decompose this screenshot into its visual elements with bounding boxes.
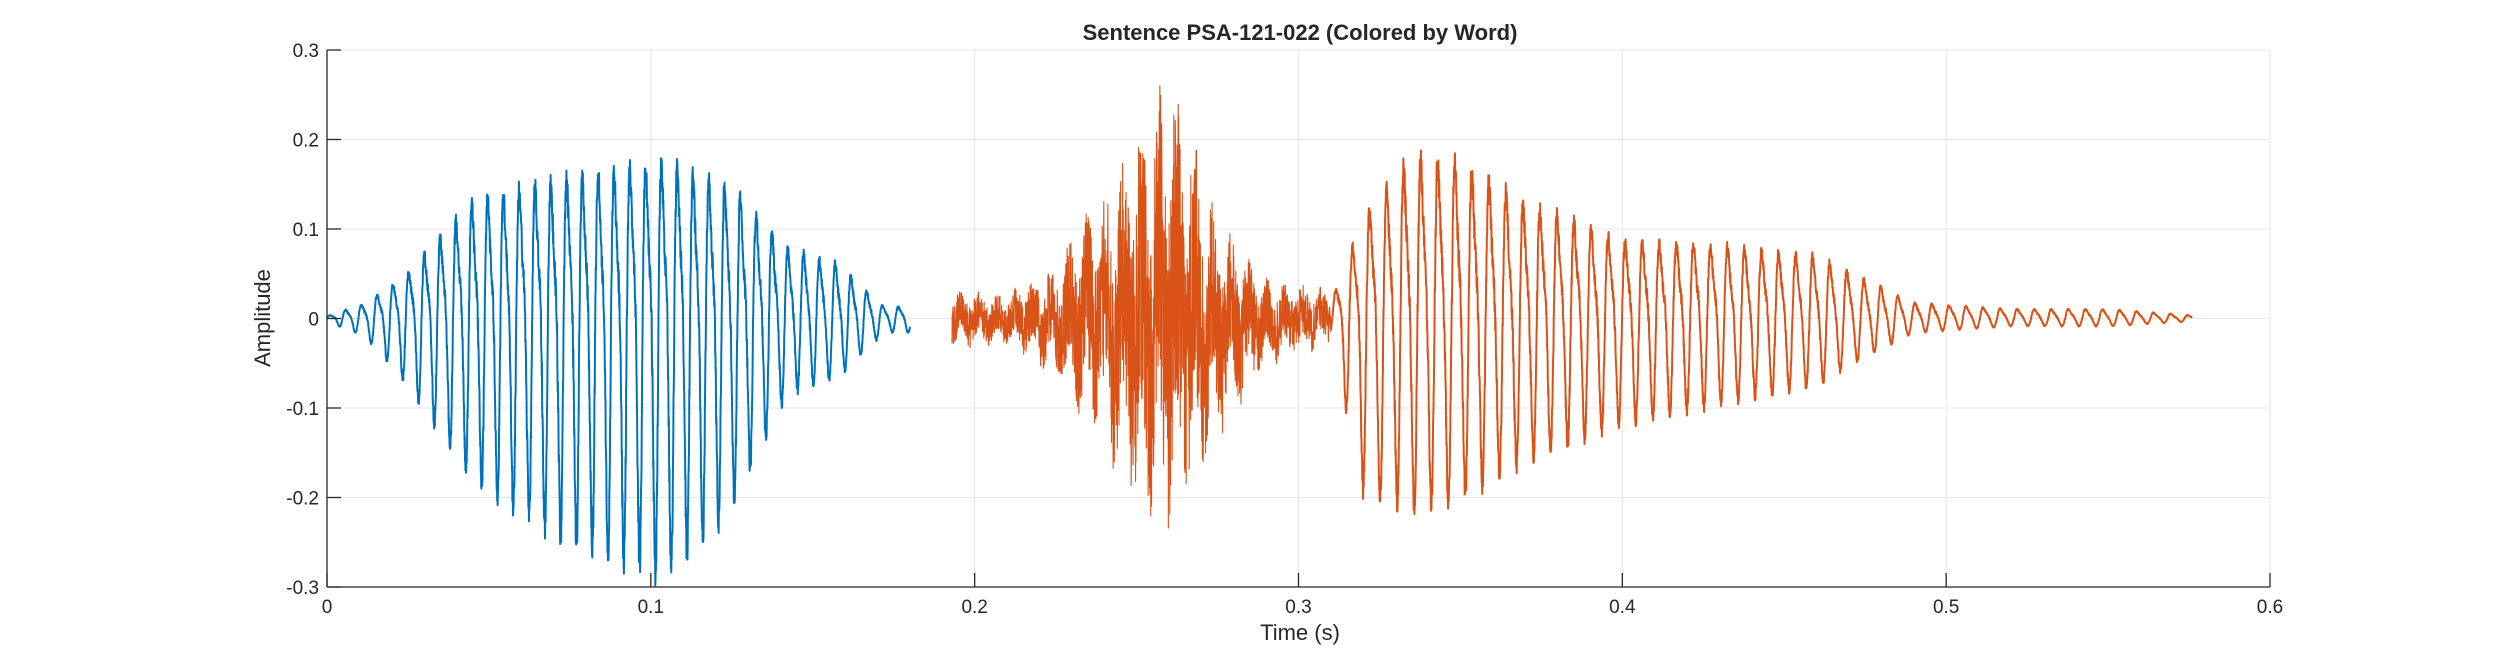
waveforms <box>326 85 2194 587</box>
y-axis-label: Amplitude <box>250 269 275 367</box>
x-axis-label: Time (s) <box>1260 620 1340 645</box>
y-tick-label: 0.3 <box>293 41 319 62</box>
waveform-series-2-segment-2 <box>1329 149 2194 516</box>
y-tick-label: 0.2 <box>293 131 319 152</box>
x-tick-label: 0.6 <box>2257 597 2283 618</box>
y-tick-label: 0 <box>308 310 319 331</box>
y-tick-label: -0.1 <box>286 399 319 420</box>
ticks: 0 0.1 0.2 0.3 0.4 0.5 0.6 -0.3 -0.2 -0.1 0 0.1 0.2 0.… <box>286 41 2283 618</box>
y-tick-label: 0.1 <box>293 220 319 241</box>
y-tick-label: -0.3 <box>286 578 319 599</box>
x-tick-label: 0.3 <box>1285 597 1311 618</box>
waveform-series-1-segment-1 <box>326 157 911 587</box>
x-tick-label: 0.5 <box>1933 597 1959 618</box>
chart-title: Sentence PSA-121-022 (Colored by Word) <box>1083 20 1518 45</box>
x-tick-label: 0.1 <box>638 597 664 618</box>
x-tick-label: 0.4 <box>1609 597 1636 618</box>
waveform-series-2-segment-1 <box>951 85 1332 529</box>
y-tick-label: -0.2 <box>286 489 319 510</box>
x-tick-label: 0.2 <box>961 597 987 618</box>
x-tick-label: 0 <box>322 597 333 618</box>
